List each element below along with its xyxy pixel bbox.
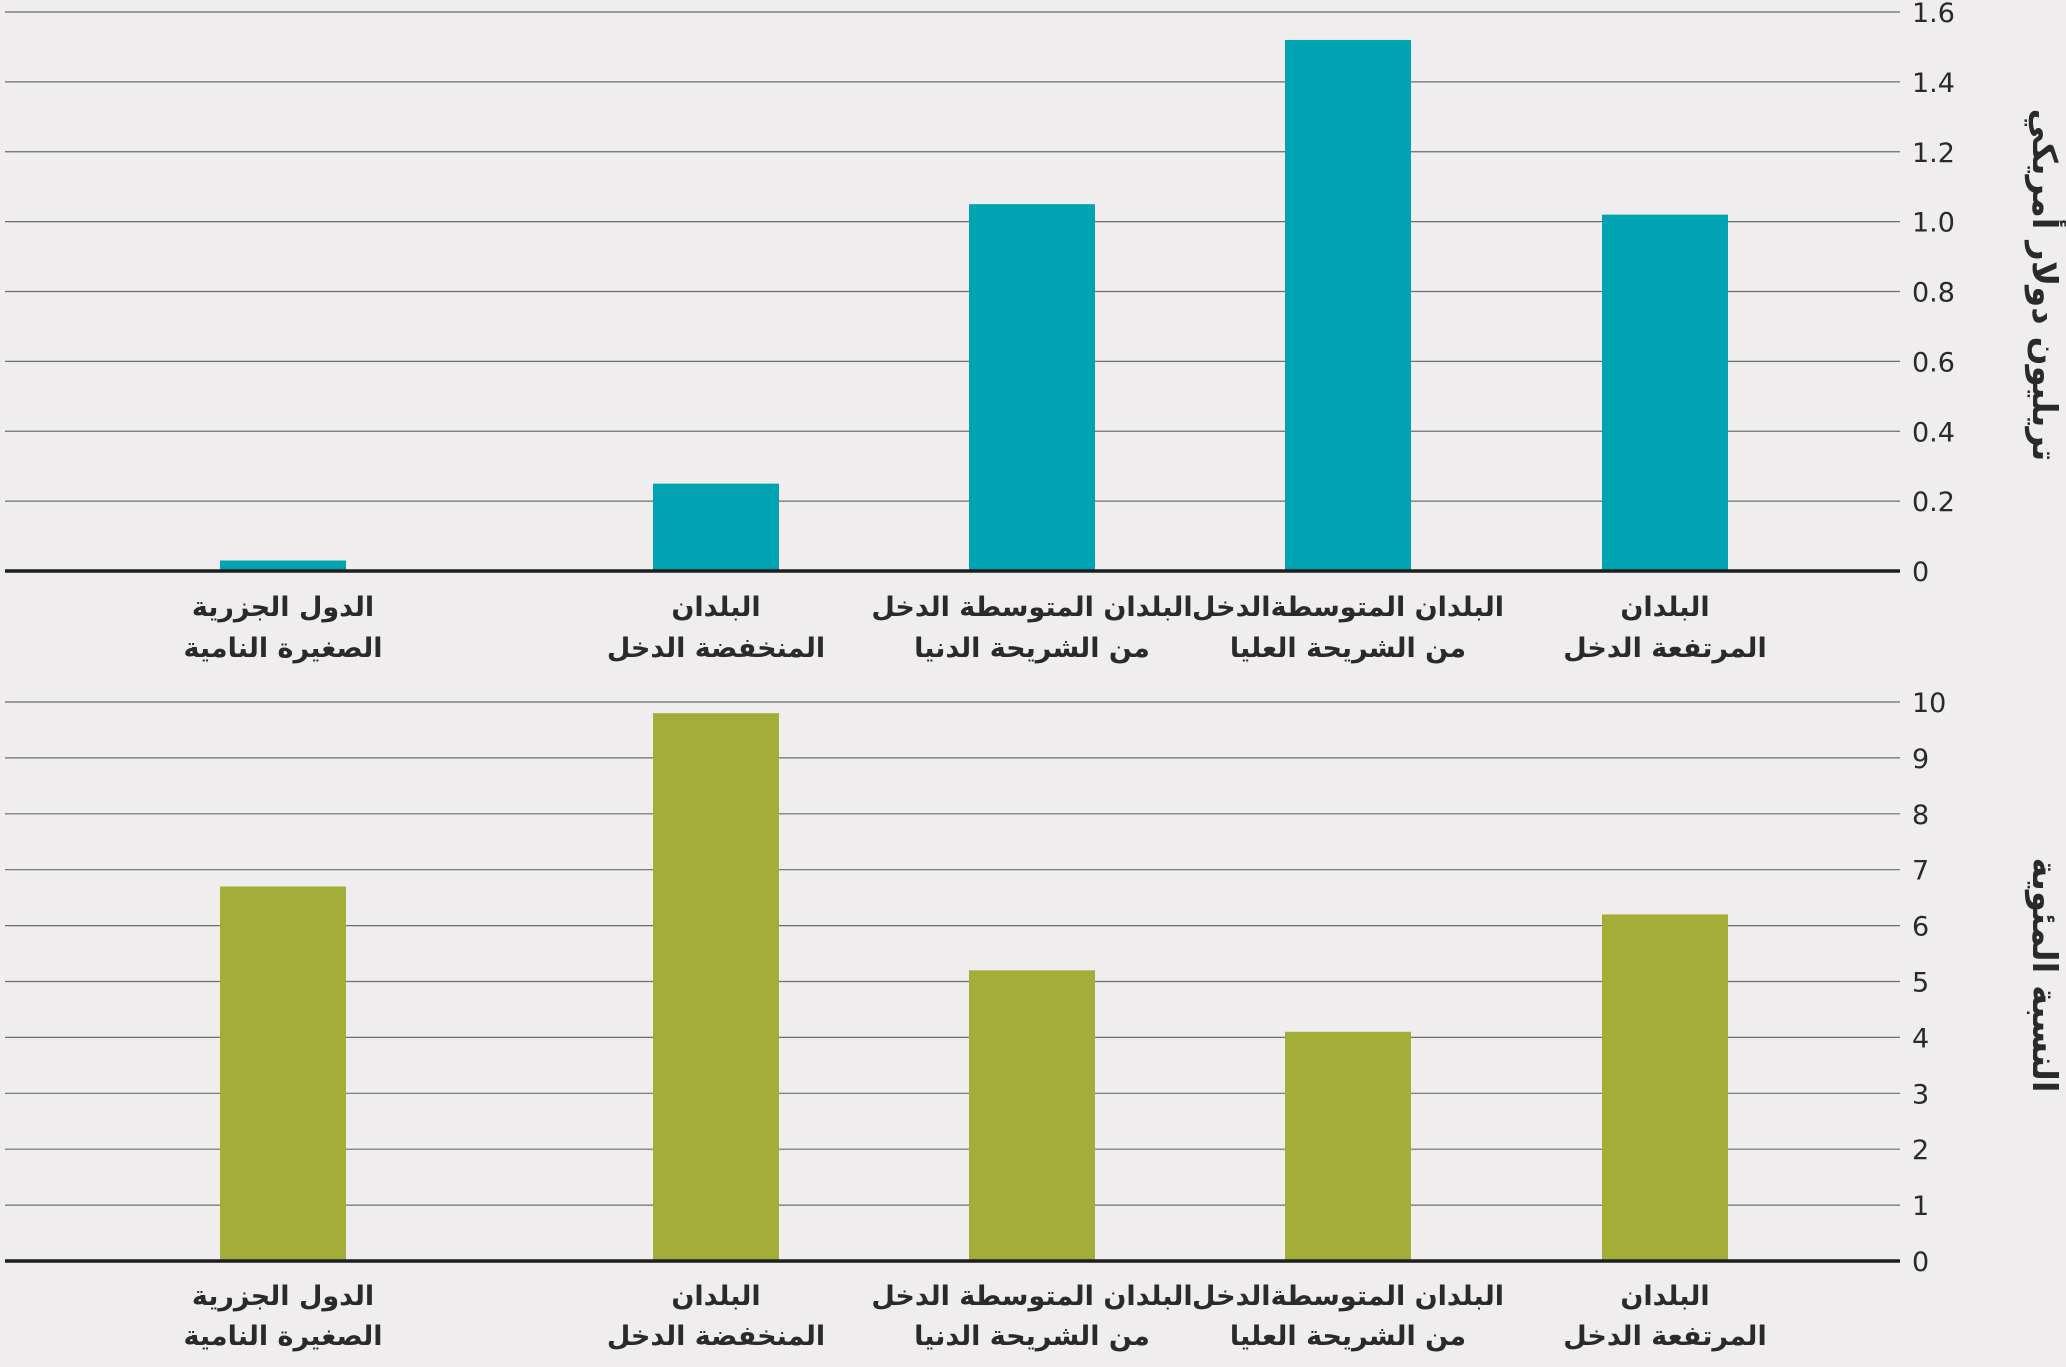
bar (1285, 1031, 1411, 1261)
y-tick-label: 0.8 (1912, 278, 1955, 309)
x-category-label: الدول الجزرية (192, 1281, 374, 1312)
x-category-label: البلدان (1620, 592, 1709, 623)
bar (1602, 214, 1728, 571)
bar (1602, 914, 1728, 1261)
y-tick-label: 6 (1912, 912, 1929, 943)
bar (653, 713, 779, 1261)
x-category-label: المنخفضة الدخل (607, 1321, 825, 1352)
x-category-label: البلدان المتوسطة الدخل (871, 592, 1192, 623)
y-axis-title: تريليون دولار أمريكي (2024, 109, 2066, 462)
x-category-label: الصغيرة النامية (183, 1321, 382, 1352)
y-tick-label: 8 (1912, 800, 1929, 831)
bar (653, 483, 779, 571)
y-tick-label: 10 (1912, 688, 1946, 719)
y-tick-label: 4 (1912, 1023, 1929, 1054)
y-tick-label: 1.6 (1912, 0, 1955, 29)
x-category-label: من الشريحة العليا (1230, 1321, 1466, 1352)
y-tick-label: 1.4 (1912, 68, 1955, 99)
y-tick-label: 2 (1912, 1135, 1929, 1166)
bar (220, 886, 346, 1261)
y-tick-label: 1.2 (1912, 138, 1955, 169)
y-tick-label: 5 (1912, 968, 1929, 999)
x-category-label: البلدان المتوسطةالدخل (1192, 592, 1504, 623)
y-tick-label: 0.4 (1912, 417, 1955, 448)
y-tick-label: 9 (1912, 744, 1929, 775)
x-category-label: البلدان (1620, 1281, 1709, 1312)
x-category-label: من الشريحة الدنيا (914, 1321, 1150, 1352)
y-tick-label: 1 (1912, 1191, 1929, 1222)
y-axis-title: النسبة المئوية (2024, 857, 2064, 1092)
chart-2: 0 1 2 3 4 5 6 7 8 9 10 الدول الجزرية الصغيرة النامية… (5, 688, 2064, 1352)
y-tick-label: 3 (1912, 1079, 1929, 1110)
y-tick-label: 7 (1912, 856, 1929, 887)
x-category-label: البلدان المتوسطة الدخل (871, 1281, 1192, 1312)
y-tick-label: 0 (1912, 557, 1929, 588)
y-tick-label: 1.0 (1912, 208, 1955, 239)
x-category-label: الصغيرة النامية (183, 633, 382, 664)
x-category-label: المرتفعة الدخل (1563, 633, 1766, 664)
x-category-label: المرتفعة الدخل (1563, 1321, 1766, 1352)
x-category-label: البلدان المتوسطةالدخل (1192, 1281, 1504, 1312)
chart-1: 0 0.2 0.4 0.6 0.8 1.0 1.2 1.4 1.6 الدول الجزرية ال… (5, 0, 2066, 664)
bar (220, 560, 346, 571)
bar (969, 204, 1095, 571)
x-category-label: من الشريحة الدنيا (914, 633, 1150, 664)
x-category-label: الدول الجزرية (192, 592, 374, 623)
bar (969, 970, 1095, 1261)
y-tick-label: 0.6 (1912, 347, 1955, 378)
x-category-label: المنخفضة الدخل (607, 633, 825, 664)
y-tick-label: 0 (1912, 1247, 1929, 1278)
x-category-label: البلدان (671, 1281, 760, 1312)
y-tick-label: 0.2 (1912, 487, 1955, 518)
x-category-label: البلدان (671, 592, 760, 623)
x-category-label: من الشريحة العليا (1230, 633, 1466, 664)
bar (1285, 39, 1411, 571)
